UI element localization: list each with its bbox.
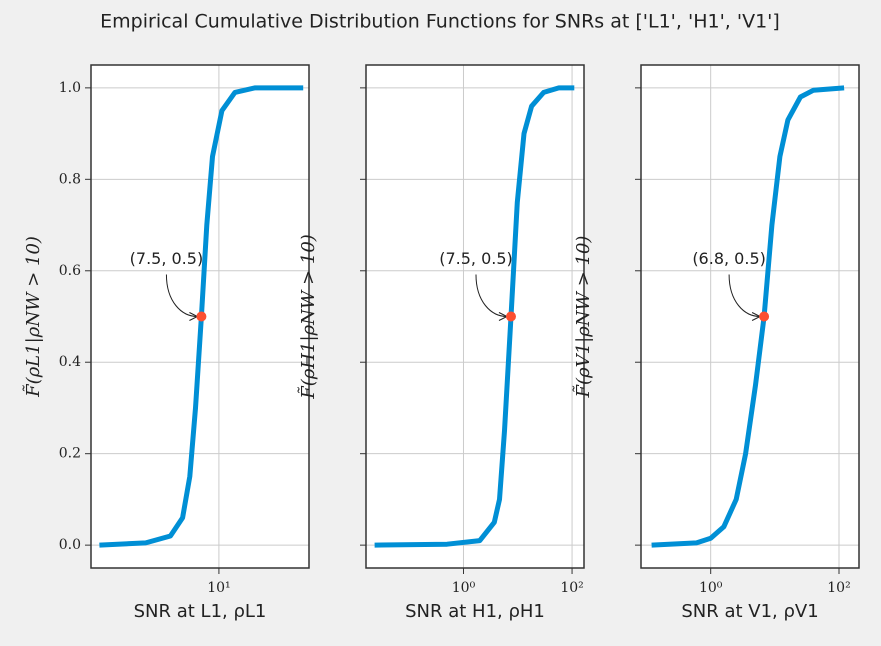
x-axis-label: SNR at V1, ρV1 xyxy=(681,601,818,622)
y-axis-label: F̃(ρH1|ρNW > 10) xyxy=(297,234,319,400)
y-tick-label: 0.8 xyxy=(59,171,81,187)
median-marker xyxy=(196,311,207,322)
annotation-arrow xyxy=(475,274,507,317)
plot-area xyxy=(366,65,584,568)
x-axis-label: SNR at L1, ρL1 xyxy=(134,601,267,622)
annotation-text: (7.5, 0.5) xyxy=(439,249,513,268)
y-tick-label: 0.4 xyxy=(59,354,81,370)
median-marker xyxy=(759,311,770,322)
axes-frame xyxy=(640,64,860,569)
ecdf-line xyxy=(651,85,845,548)
y-tick-label: 0.2 xyxy=(59,446,81,462)
x-tick-label: 10² xyxy=(827,580,850,596)
y-tick-label: 1.0 xyxy=(59,80,81,96)
axes-frame xyxy=(90,64,310,569)
annotation-arrow xyxy=(165,274,198,317)
y-tick-label: 0.6 xyxy=(59,263,81,279)
y-axis-label: F̃(ρV1|ρNW > 10) xyxy=(572,236,594,399)
median-marker xyxy=(505,311,516,322)
x-tick-label: 10⁰ xyxy=(699,580,723,596)
axes-frame xyxy=(365,64,585,569)
y-axis-label: F̃(ρL1|ρNW > 10) xyxy=(22,236,44,398)
x-tick-label: 10¹ xyxy=(207,580,230,596)
x-tick-label: 10² xyxy=(560,580,583,596)
x-tick-label: 10⁰ xyxy=(452,580,476,596)
y-tick-label: 0.0 xyxy=(59,537,81,553)
annotation-text: (7.5, 0.5) xyxy=(130,249,204,268)
annotation-text: (6.8, 0.5) xyxy=(692,249,766,268)
x-axis-label: SNR at H1, ρH1 xyxy=(405,601,545,622)
annotation-arrow xyxy=(728,274,761,317)
plot-area xyxy=(641,65,859,568)
figure-title: Empirical Cumulative Distribution Functi… xyxy=(100,11,780,33)
